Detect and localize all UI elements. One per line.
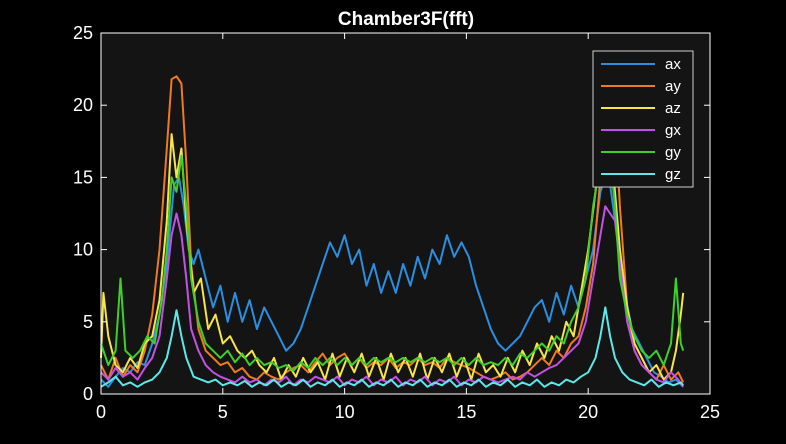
legend-label-gy: gy <box>665 144 681 161</box>
x-tick-label: 10 <box>335 402 355 422</box>
y-tick-label: 10 <box>73 240 93 260</box>
legend-label-ax: ax <box>665 56 681 73</box>
legend-label-gx: gx <box>665 122 681 139</box>
axes-layer: 0 5 10 15 20 25 0 5 10 15 20 25 <box>73 23 720 422</box>
x-tick-label: 20 <box>578 402 598 422</box>
y-tick-label: 25 <box>73 23 93 43</box>
y-tick-label: 20 <box>73 95 93 115</box>
y-tick-label: 15 <box>73 167 93 187</box>
axes-frame <box>100 32 711 395</box>
legend-label-az: az <box>665 100 681 117</box>
legend-box <box>592 50 694 188</box>
legend: ax ay az gx gy gz <box>592 50 694 188</box>
legend-label-ay: ay <box>665 78 681 95</box>
legend-label-gz: gz <box>665 166 681 183</box>
x-tick-label: 0 <box>96 402 106 422</box>
series-line-gz <box>100 306 684 388</box>
x-tick-label: 15 <box>456 402 476 422</box>
chart-title: Chamber3F(fft) <box>338 9 474 30</box>
x-tick-label: 5 <box>218 402 228 422</box>
series-line-ay <box>100 75 685 383</box>
x-tick-label: 25 <box>700 402 720 422</box>
y-tick-label: 5 <box>83 312 93 332</box>
y-tick-label: 0 <box>83 384 93 404</box>
